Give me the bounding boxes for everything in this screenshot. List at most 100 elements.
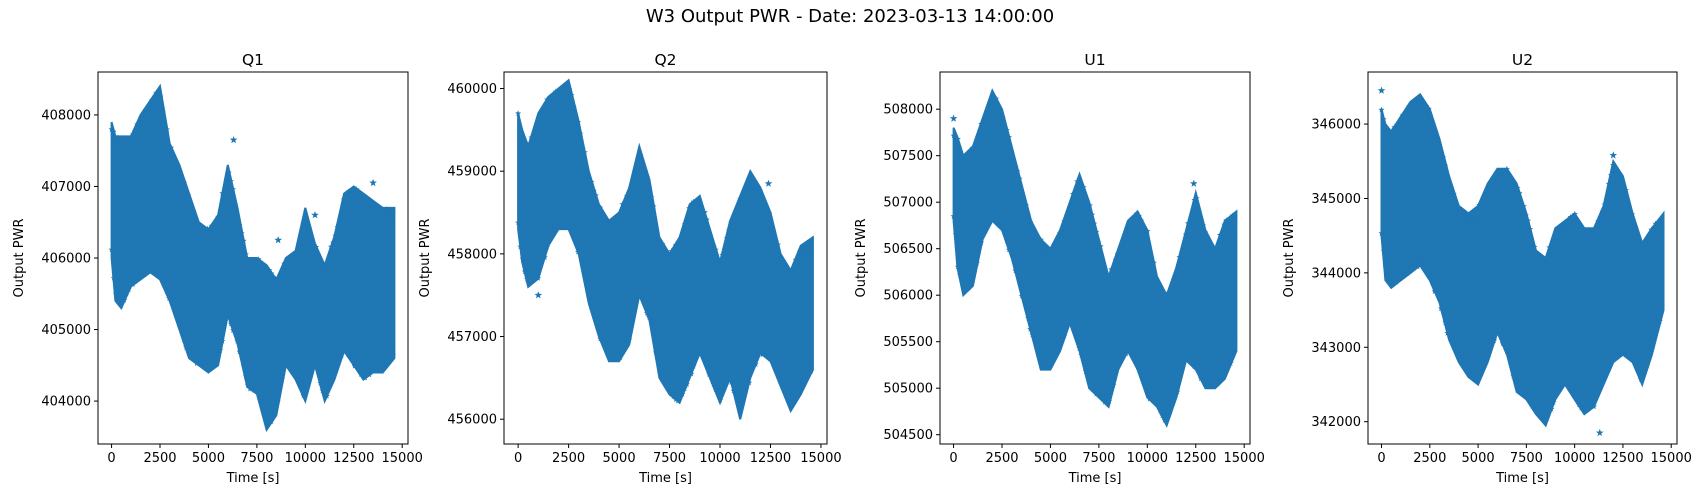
- data-point: [752, 188, 759, 195]
- data-point: [355, 193, 362, 200]
- data-point: [717, 396, 724, 403]
- data-point: [794, 261, 801, 268]
- data-point: [690, 198, 697, 205]
- data-point: [1639, 250, 1646, 257]
- data-point: [1616, 348, 1623, 355]
- data-point: [183, 192, 190, 199]
- data-point: [1010, 253, 1017, 260]
- data-point: [1412, 100, 1419, 106]
- data-series: [1377, 86, 1665, 437]
- data-point: [1622, 186, 1629, 193]
- data-point: [1018, 193, 1025, 199]
- data-point: [1176, 254, 1183, 260]
- data-point: [317, 379, 324, 386]
- data-point: [308, 236, 315, 243]
- x-tick-label: 10000: [1554, 451, 1595, 466]
- x-tick-label: 15000: [1224, 451, 1265, 466]
- data-point: [646, 184, 653, 190]
- data-point: [181, 336, 188, 343]
- data-point: [528, 273, 535, 280]
- data-point: [1040, 359, 1047, 366]
- data-point: [1550, 242, 1557, 249]
- data-point: [952, 141, 959, 148]
- data-point: [974, 140, 980, 146]
- data-point: [1488, 186, 1495, 192]
- data-point: [1438, 305, 1444, 312]
- data-point: [1121, 342, 1128, 349]
- data-point: [193, 221, 200, 228]
- data-point: [697, 204, 704, 211]
- data-point: [801, 250, 808, 257]
- data-point: [743, 376, 750, 382]
- data-point: [606, 227, 613, 234]
- data-point: [1476, 371, 1483, 377]
- data-point: [1210, 252, 1217, 258]
- data-point: [1399, 273, 1406, 279]
- data-point: [728, 219, 735, 225]
- x-tick-label: 2500: [1413, 451, 1446, 466]
- data-point: [1537, 412, 1544, 419]
- x-axis-label: Time [s]: [1068, 471, 1122, 486]
- data-point: [1508, 355, 1515, 362]
- data-point: [328, 377, 335, 384]
- data-point: [1448, 328, 1455, 334]
- data-point: [230, 186, 237, 192]
- data-point: [319, 387, 326, 394]
- data-point: [1159, 288, 1166, 295]
- data-point: [1433, 135, 1440, 142]
- data-point: [703, 361, 710, 368]
- data-point: [699, 215, 706, 221]
- data-point: [1399, 112, 1406, 118]
- data-point: [997, 112, 1004, 119]
- data-point: [1548, 405, 1555, 412]
- data-point: [1138, 371, 1145, 378]
- data-point: [1065, 310, 1072, 316]
- data-point: [1144, 383, 1151, 390]
- data-point: [1035, 351, 1042, 357]
- data-point: [114, 134, 121, 141]
- x-tick-label: 2500: [985, 451, 1018, 466]
- data-point: [1110, 382, 1117, 388]
- data-point: [612, 218, 619, 225]
- data-point: [714, 382, 721, 388]
- data-point: [1486, 183, 1493, 190]
- data-point: [1042, 244, 1049, 251]
- data-point: [1444, 173, 1451, 180]
- data-point: [1618, 185, 1625, 192]
- data-point: [1099, 263, 1106, 270]
- data-point: [628, 186, 635, 193]
- data-point: [1652, 325, 1659, 332]
- data-point: [1518, 209, 1525, 216]
- data-point: [982, 227, 989, 234]
- data-point: [319, 267, 326, 274]
- x-tick-label: 12500: [333, 451, 374, 466]
- data-point: [276, 379, 283, 386]
- data-point: [1108, 388, 1115, 394]
- data-point: [1140, 374, 1147, 381]
- data-point: [1142, 379, 1149, 386]
- data-point: [379, 355, 386, 361]
- data-point: [1001, 229, 1008, 235]
- data-point: [583, 170, 590, 177]
- data-point: [1387, 272, 1394, 279]
- data-point: [1450, 191, 1457, 197]
- data-point: [1424, 105, 1432, 113]
- data-point: [1042, 352, 1049, 358]
- data-point: [637, 152, 644, 158]
- data-point: [1501, 338, 1508, 344]
- data-point: [950, 213, 957, 219]
- data-point: [289, 263, 296, 269]
- data-point: [1231, 215, 1238, 222]
- data-point: [1520, 385, 1527, 392]
- data-point: [1639, 372, 1646, 379]
- data-point: [752, 361, 759, 367]
- data-band: [1380, 92, 1665, 428]
- data-point: [739, 397, 746, 403]
- data-point: [635, 284, 642, 291]
- data-point: [1140, 227, 1147, 234]
- data-point: [1637, 376, 1644, 382]
- data-point: [1065, 211, 1072, 218]
- data-point: [317, 262, 324, 269]
- data-point: [1025, 315, 1032, 321]
- data-point: [1185, 220, 1191, 226]
